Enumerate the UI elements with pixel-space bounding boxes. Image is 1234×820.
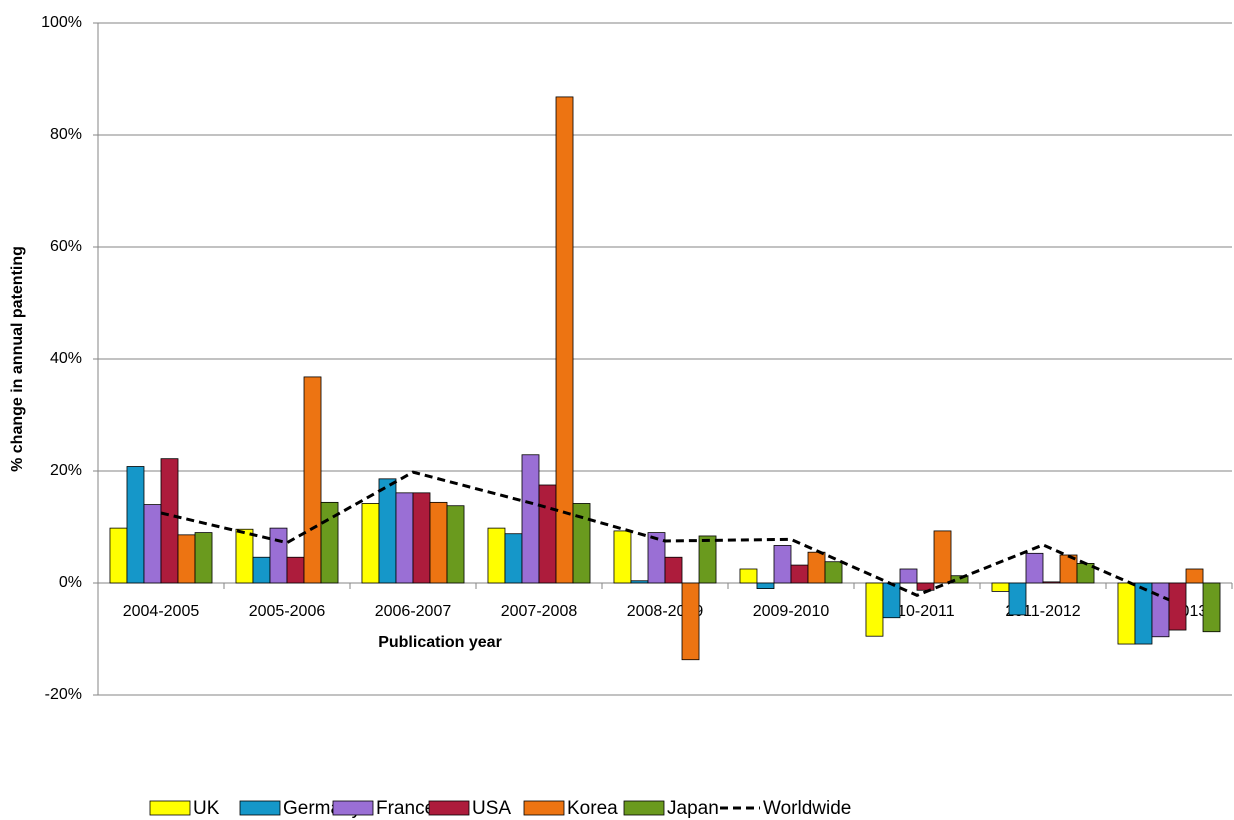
bar <box>504 533 523 584</box>
legend-label: UK <box>193 798 220 819</box>
y-tick-label: 80% <box>50 126 82 143</box>
bar <box>1202 582 1221 633</box>
legend-swatch <box>149 800 191 816</box>
x-tick-label: 2004-2005 <box>123 603 200 620</box>
x-tick-label: 2009-2010 <box>753 603 830 620</box>
bar <box>572 503 591 584</box>
bar <box>361 503 380 584</box>
bar <box>916 582 935 591</box>
bar <box>177 534 196 584</box>
bar <box>160 458 179 584</box>
bar <box>269 527 288 584</box>
legend-swatch <box>523 800 565 816</box>
bar <box>773 545 792 584</box>
bar <box>756 582 775 589</box>
bar <box>194 532 213 584</box>
bar <box>521 454 540 584</box>
bar <box>807 551 826 584</box>
bar <box>950 575 969 584</box>
y-tick-label: 60% <box>50 238 82 255</box>
bar <box>1025 552 1044 584</box>
y-tick-label: 20% <box>50 462 82 479</box>
legend-swatch <box>623 800 665 816</box>
bar <box>429 501 448 584</box>
bar <box>1168 582 1187 631</box>
bar <box>1076 563 1095 584</box>
bar <box>538 484 557 584</box>
bar <box>1008 582 1027 616</box>
bar <box>664 556 683 584</box>
legend-swatch <box>239 800 281 816</box>
y-tick-label: -20% <box>45 686 82 703</box>
bar <box>555 96 574 584</box>
x-axis-title: Publication year <box>378 634 502 651</box>
bar <box>412 492 431 584</box>
y-tick-label: 40% <box>50 350 82 367</box>
bar <box>487 527 506 584</box>
legend-label: Japan <box>667 798 719 819</box>
legend-label: USA <box>472 798 511 819</box>
bar <box>647 532 666 584</box>
bar <box>378 478 397 584</box>
bar <box>865 582 884 637</box>
y-tick-label: 0% <box>59 574 82 591</box>
legend-swatch <box>428 800 470 816</box>
bar <box>252 556 271 584</box>
legend-swatch <box>332 800 374 816</box>
bar <box>1185 568 1204 584</box>
bar <box>882 582 901 619</box>
bar <box>933 530 952 584</box>
x-tick-label: 2005-2006 <box>249 603 326 620</box>
bar <box>824 561 843 584</box>
y-tick-label: 100% <box>41 14 82 31</box>
line <box>160 470 1170 602</box>
bar <box>109 527 128 584</box>
bar <box>613 530 632 584</box>
legend-label: Worldwide <box>763 798 851 819</box>
bar <box>395 492 414 584</box>
bar <box>143 504 162 584</box>
bar <box>1117 582 1136 645</box>
bar <box>698 535 717 584</box>
bar <box>303 376 322 584</box>
bar <box>790 564 809 584</box>
legend-label: Korea <box>567 798 618 819</box>
bar <box>739 568 758 584</box>
bar <box>235 528 254 584</box>
x-tick-label: 2006-2007 <box>375 603 452 620</box>
bar <box>630 580 649 584</box>
x-tick-label: 2007-2008 <box>501 603 578 620</box>
bar <box>899 568 918 584</box>
bar <box>1134 582 1153 645</box>
bar <box>1151 582 1170 638</box>
legend-label: France <box>376 798 435 819</box>
bar <box>1042 581 1061 584</box>
bar <box>286 556 305 584</box>
bar <box>991 582 1010 592</box>
bar <box>126 466 145 584</box>
bar <box>681 582 700 661</box>
y-axis-title: % change in annual patenting <box>9 246 26 472</box>
bar <box>446 505 465 584</box>
